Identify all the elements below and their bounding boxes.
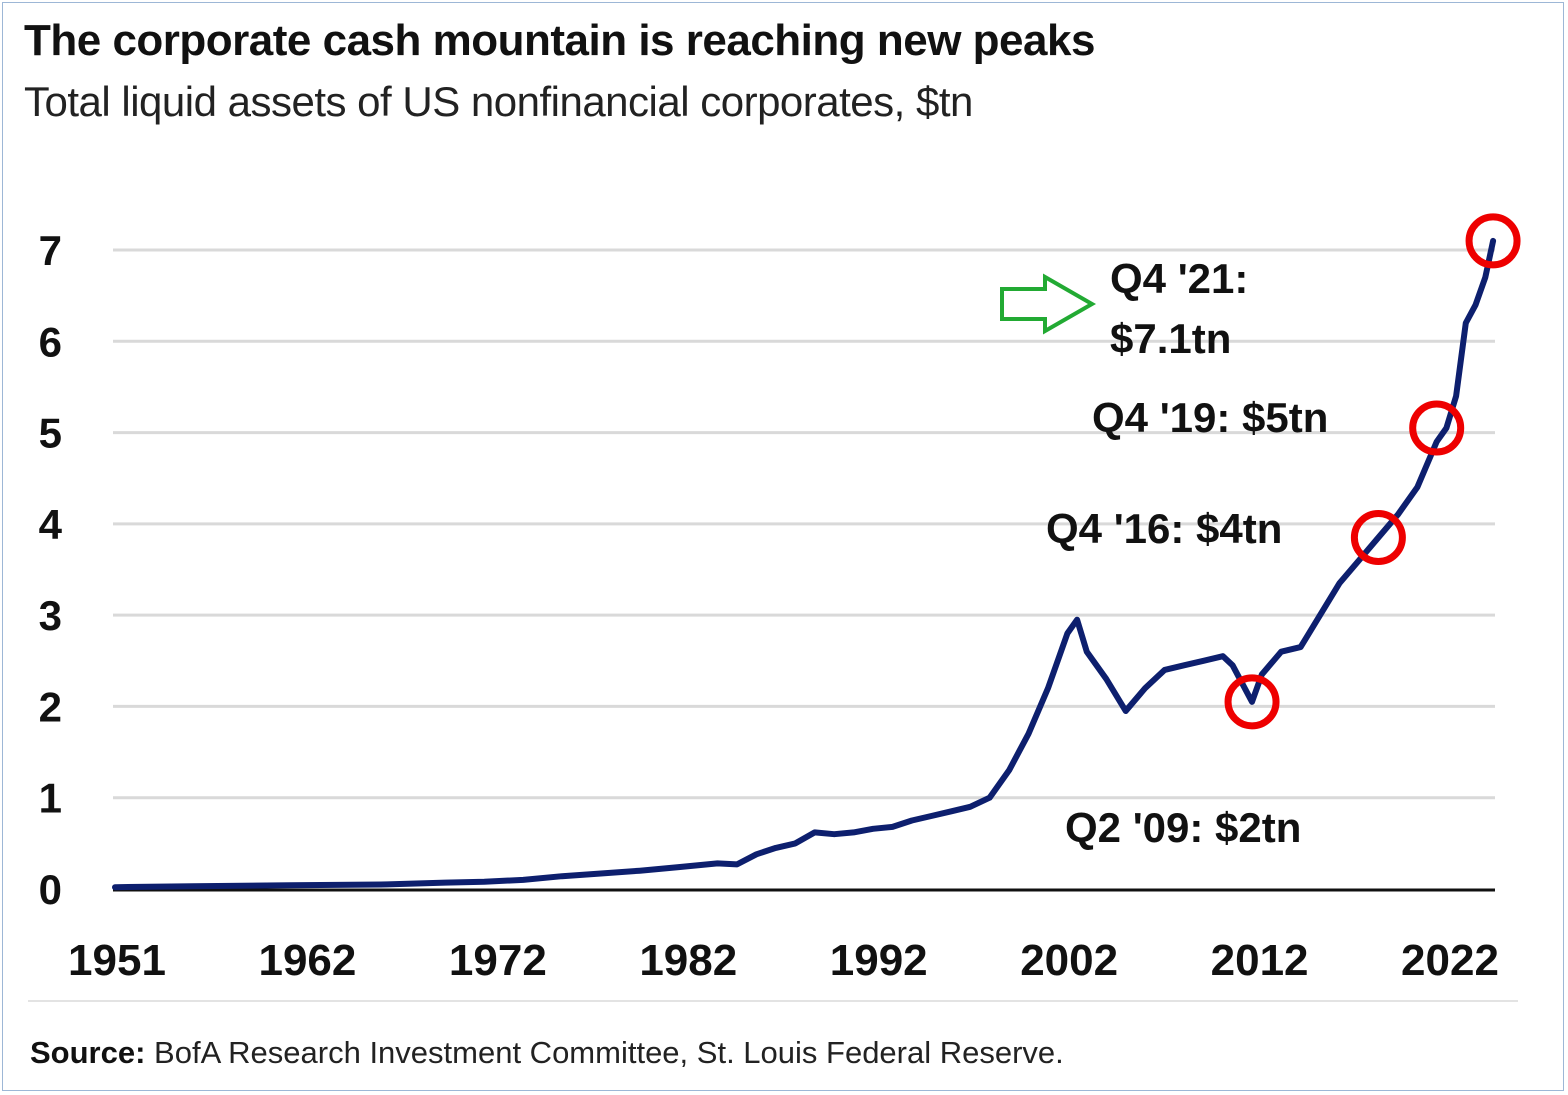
y-tick-label: 3 (39, 592, 62, 639)
x-axis-tick-labels: 1951 1962 1972 1982 1992 2002 2012 2022 (68, 936, 1499, 985)
y-tick-label: 2 (39, 683, 62, 730)
arrow-shape (1000, 273, 1097, 335)
chart-title: The corporate cash mountain is reaching … (24, 16, 1095, 65)
x-tick-label: 1972 (449, 936, 547, 985)
highlight-circle (1224, 674, 1280, 730)
annotation-label: Q4 '19: $5tn (1092, 394, 1328, 441)
annotation-label: Q4 '21: (1110, 255, 1248, 302)
annotation-label: Q2 '09: $2tn (1065, 804, 1301, 851)
source-label: Source: (30, 1035, 146, 1070)
y-tick-label: 7 (39, 227, 62, 274)
source-text: BofA Research Investment Committee, St. … (154, 1035, 1064, 1070)
right-arrow-icon (1000, 273, 1097, 335)
x-tick-label: 1951 (68, 936, 166, 985)
x-tick-label: 2002 (1020, 936, 1118, 985)
gridlines (113, 248, 1495, 800)
source-note: Source: BofA Research Investment Committ… (30, 1035, 1064, 1071)
x-tick-label: 2012 (1211, 936, 1309, 985)
annotation-labels: Q2 '09: $2tn Q4 '16: $4tn Q4 '19: $5tn Q4 '… (1046, 255, 1328, 851)
y-axis-tick-labels: 0 1 2 3 4 5 6 7 (39, 227, 63, 913)
y-tick-label: 6 (39, 318, 62, 365)
x-tick-label: 1992 (830, 936, 928, 985)
x-tick-label: 2022 (1401, 936, 1499, 985)
highlight-circles (1224, 213, 1521, 730)
y-tick-label: 1 (39, 775, 62, 822)
series-line (112, 237, 1497, 891)
highlight-circle (1465, 213, 1521, 269)
y-tick-label: 0 (39, 866, 62, 913)
x-tick-label: 1982 (639, 936, 737, 985)
annotation-label-line2: $7.1tn (1110, 315, 1231, 362)
x-tick-label: 1962 (258, 936, 356, 985)
footer-divider (28, 1000, 1518, 1002)
highlight-circle (1409, 400, 1465, 456)
y-tick-label: 4 (39, 501, 63, 548)
chart-subtitle: Total liquid assets of US nonfinancial c… (24, 78, 973, 125)
annotation-label: Q4 '16: $4tn (1046, 505, 1282, 552)
highlight-circle (1350, 510, 1406, 566)
y-tick-label: 5 (39, 410, 62, 457)
